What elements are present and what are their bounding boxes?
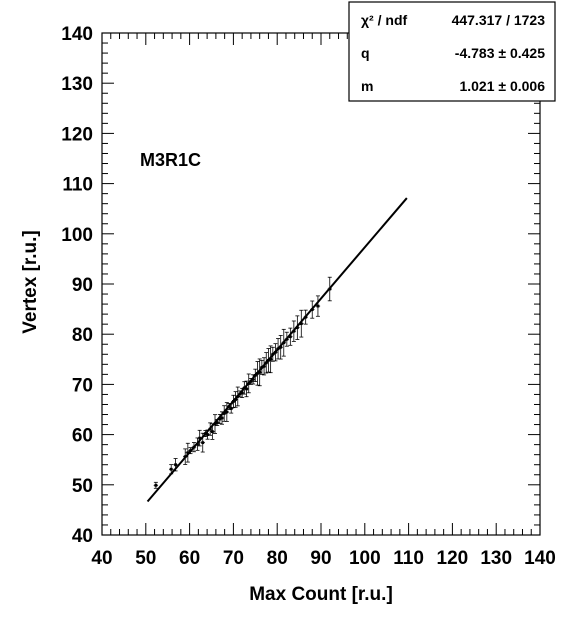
y-tick-label: 40 [72,526,93,547]
axis-ticks [101,32,541,536]
y-tick-label: 120 [61,124,93,145]
x-tick-label: 40 [91,548,112,569]
stats-label-chi2: χ² / ndf [361,12,407,28]
data-points [153,276,332,489]
x-tick-label: 60 [179,548,200,569]
chart-annotation: M3R1C [140,150,201,170]
y-tick-label: 100 [61,225,93,246]
plot-frame [101,32,541,536]
y-tick-label: 90 [72,275,93,296]
stats-label-m: m [361,78,373,94]
y-tick-label: 130 [61,74,93,95]
y-tick-label: 140 [61,24,93,45]
data-point [315,295,321,317]
stats-box-frame [348,1,556,102]
y-tick-label: 110 [62,175,93,196]
y-tick-labels: 40 50 60 70 80 90 100 110 120 130 140 [61,24,93,547]
fit-line [146,197,408,503]
x-tick-label: 120 [437,548,469,569]
stats-box: χ² / ndf 447.317 / 1723 q -4.783 ± 0.425… [348,1,556,102]
x-tick-label: 100 [349,548,381,569]
x-tick-label: 50 [135,548,156,569]
stats-value-chi2: 447.317 / 1723 [452,12,546,28]
x-tick-label: 80 [267,548,288,569]
x-tick-label: 110 [393,548,424,569]
y-tick-label: 60 [72,426,93,447]
data-point [153,481,159,489]
stats-value-m: 1.021 ± 0.006 [459,78,545,94]
y-tick-label: 70 [72,375,93,396]
data-point [224,402,230,422]
x-tick-label: 130 [480,548,512,569]
y-tick-label: 50 [72,476,93,497]
x-tick-labels: 40 50 60 70 80 90 100 110 120 130 140 [91,548,555,569]
x-tick-label: 70 [223,548,244,569]
x-axis-title: Max Count [r.u.] [249,584,393,605]
y-tick-label: 80 [72,325,93,346]
x-tick-label: 140 [524,548,556,569]
x-tick-label: 90 [310,548,331,569]
y-axis-title: Vertex [r.u.] [20,230,41,334]
stats-value-q: -4.783 ± 0.425 [455,45,545,61]
stats-label-q: q [361,45,370,61]
